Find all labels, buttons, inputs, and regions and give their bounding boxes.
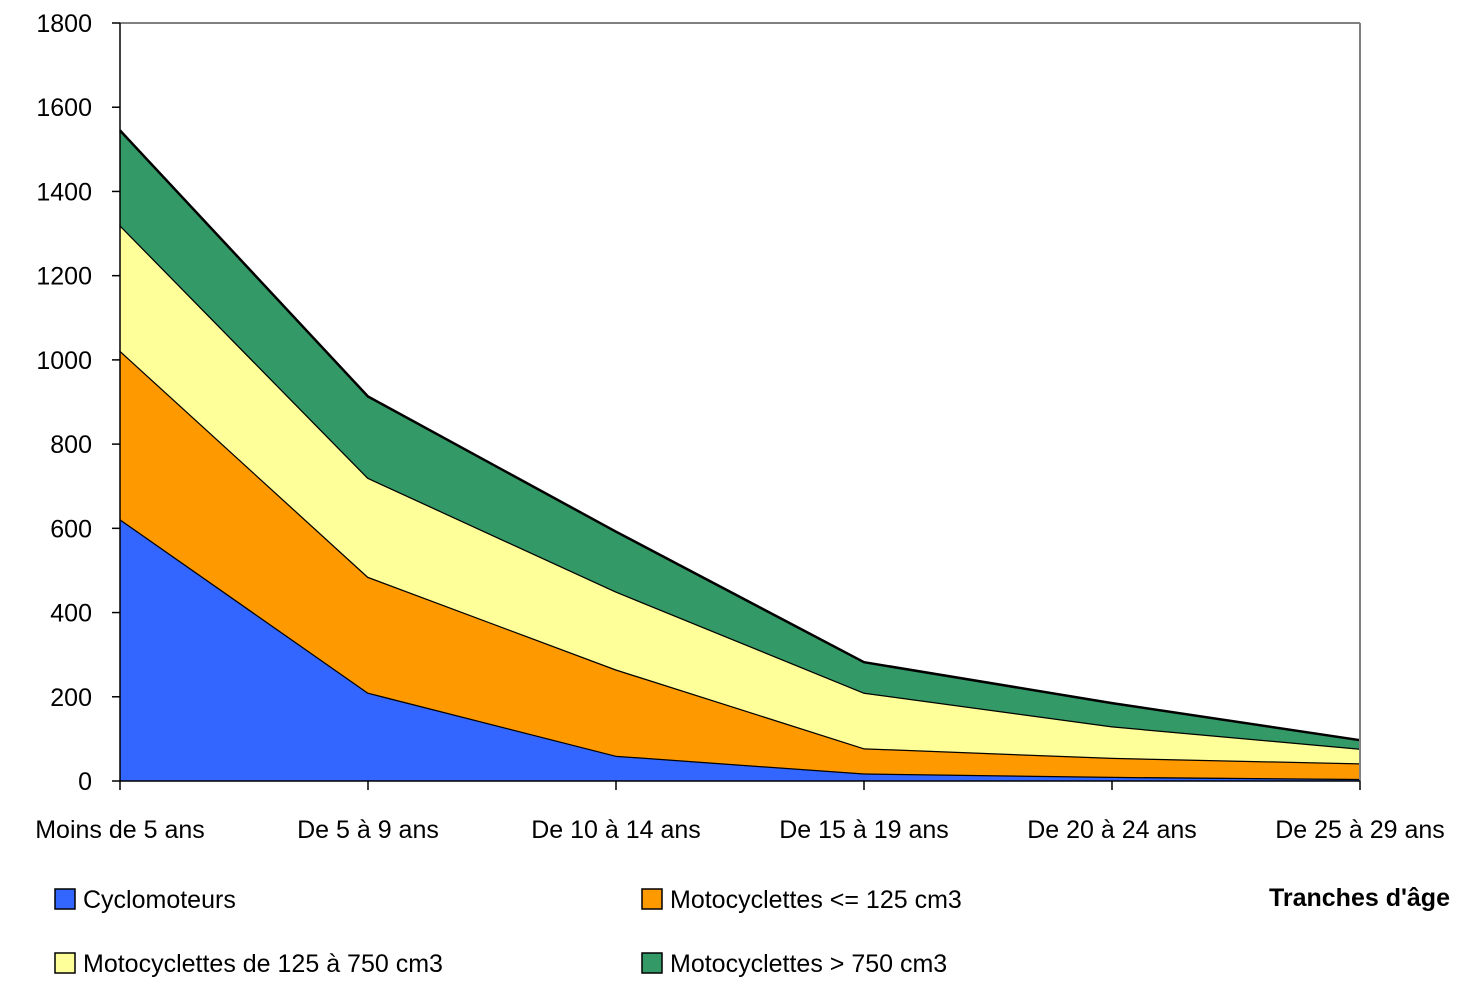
legend: Cyclomoteurs Motocyclettes <= 125 cm3 Moto… bbox=[54, 886, 962, 978]
y-axis: 0 200 400 600 800 1000 1200 1400 1600 1800 bbox=[36, 10, 121, 796]
area-series-3 bbox=[120, 225, 1360, 764]
x-tick-label: De 25 à 29 ans bbox=[1275, 816, 1445, 844]
legend-swatch bbox=[54, 888, 76, 910]
legend-label: Motocyclettes > 750 cm3 bbox=[670, 950, 947, 978]
x-axis: Moins de 5 ans De 5 à 9 ans De 10 à 14 ans… bbox=[35, 780, 1445, 844]
area-series-1 bbox=[120, 519, 1360, 781]
x-tick-label: De 15 à 19 ans bbox=[779, 816, 949, 844]
area-series-2 bbox=[120, 350, 1360, 779]
legend-item-2: Motocyclettes <= 125 cm3 bbox=[641, 886, 962, 914]
y-tick-label: 400 bbox=[50, 600, 92, 628]
y-tick-label: 1200 bbox=[36, 263, 92, 291]
x-tick-label: Moins de 5 ans bbox=[35, 816, 205, 844]
legend-item-3: Motocyclettes de 125 à 750 cm3 bbox=[54, 950, 443, 978]
x-tick-label: De 5 à 9 ans bbox=[297, 816, 439, 844]
plot-area bbox=[119, 22, 1361, 781]
x-tick-label: De 10 à 14 ans bbox=[531, 816, 701, 844]
y-tick-label: 600 bbox=[50, 515, 92, 543]
y-tick-label: 1600 bbox=[36, 94, 92, 122]
area-series-4 bbox=[120, 130, 1360, 749]
legend-swatch bbox=[641, 888, 663, 910]
y-tick-label: 200 bbox=[50, 684, 92, 712]
area-series-4-edge bbox=[119, 129, 1361, 742]
x-tick-label: De 20 à 24 ans bbox=[1027, 816, 1197, 844]
legend-item-4: Motocyclettes > 750 cm3 bbox=[641, 950, 947, 978]
legend-label: Motocyclettes de 125 à 750 cm3 bbox=[83, 950, 443, 978]
legend-label: Motocyclettes <= 125 cm3 bbox=[670, 886, 962, 914]
legend-item-1: Cyclomoteurs bbox=[54, 886, 236, 914]
y-tick-label: 1800 bbox=[36, 10, 92, 38]
x-axis-title: Tranches d'âge bbox=[1269, 884, 1450, 912]
y-tick-label: 1400 bbox=[36, 178, 92, 206]
y-tick-label: 800 bbox=[50, 431, 92, 459]
legend-swatch bbox=[54, 952, 76, 974]
y-tick-label: 1000 bbox=[36, 347, 92, 375]
legend-swatch bbox=[641, 952, 663, 974]
legend-label: Cyclomoteurs bbox=[83, 886, 236, 914]
y-tick-label: 0 bbox=[78, 768, 92, 796]
